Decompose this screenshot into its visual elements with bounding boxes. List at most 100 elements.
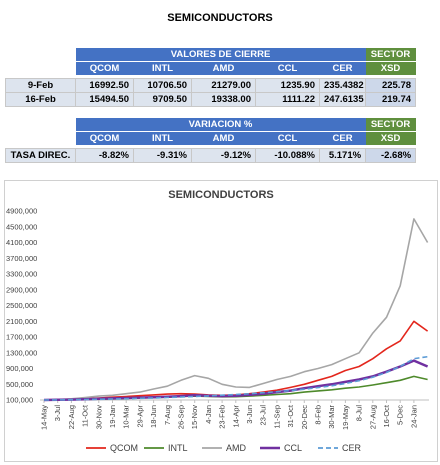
x-tick-label: 22-Aug bbox=[67, 405, 76, 429]
legend-label: AMD bbox=[226, 443, 247, 453]
column-header: INTL bbox=[133, 131, 192, 146]
value-cell: 5.171% bbox=[318, 148, 367, 163]
value-cell: 16992.50 bbox=[75, 78, 134, 93]
x-tick-label: 23-Jul bbox=[259, 405, 268, 426]
column-header: AMD bbox=[191, 131, 256, 146]
column-header: QCOM bbox=[75, 131, 134, 146]
value-cell: -8.82% bbox=[75, 148, 134, 163]
x-tick-label: 8-Feb bbox=[314, 405, 323, 425]
x-tick-label: 26-Sep bbox=[177, 405, 186, 429]
closing-table: VALORES DE CIERRE SECTOR QCOM INTL AMD CCL CER… bbox=[5, 48, 417, 107]
table-row: QCOM INTL AMD CCL CER XSD bbox=[5, 61, 416, 76]
y-tick-label: 2900,000 bbox=[6, 285, 37, 294]
x-tick-label: 20-Dec bbox=[300, 405, 309, 429]
column-header: AMD bbox=[191, 61, 256, 76]
x-tick-label: 18-Jun bbox=[149, 405, 158, 428]
series-line bbox=[43, 359, 429, 402]
column-header: CCL bbox=[255, 131, 320, 146]
value-cell: 19338.00 bbox=[191, 92, 256, 107]
value-cell: -10.088% bbox=[255, 148, 320, 163]
x-tick-label: 11-Sep bbox=[272, 405, 281, 429]
column-header: XSD bbox=[365, 131, 416, 146]
table-row: TASA DIREC. -8.82% -9.31% -9.12% -10.088% 5.1… bbox=[5, 148, 417, 163]
table-row: QCOM INTL AMD CCL CER XSD bbox=[5, 131, 416, 146]
series-line bbox=[43, 218, 429, 401]
x-tick-label: 27-Aug bbox=[368, 405, 377, 429]
column-header: XSD bbox=[365, 61, 416, 76]
y-tick-label: 3700,000 bbox=[6, 254, 37, 263]
column-header: INTL bbox=[133, 61, 192, 76]
x-tick-label: 30-Mar bbox=[327, 405, 336, 429]
table-row: VARIACION % SECTOR bbox=[5, 118, 416, 132]
page-title: SEMICONDUCTORS bbox=[167, 12, 273, 24]
y-tick-label: 2100,000 bbox=[6, 317, 37, 326]
table-row: 16-Feb 15494.50 9709.50 19338.00 1111.22 247.… bbox=[5, 92, 417, 107]
x-tick-label: 16-Oct bbox=[382, 404, 391, 427]
row-label: TASA DIREC. bbox=[5, 148, 76, 163]
y-tick-label: 4900,000 bbox=[6, 207, 37, 216]
y-tick-label: 100,000 bbox=[6, 396, 33, 405]
legend-label: QCOM bbox=[110, 443, 138, 453]
y-tick-label: 500,000 bbox=[6, 380, 33, 389]
sector-header: SECTOR bbox=[365, 48, 416, 62]
x-tick-label: 4-Jan bbox=[204, 405, 213, 424]
value-cell: 235.4382 bbox=[318, 78, 367, 93]
legend-label: CER bbox=[342, 443, 362, 453]
x-tick-label: 19-May bbox=[341, 405, 350, 430]
x-tick-label: 3-Jul bbox=[53, 405, 62, 422]
chart: SEMICONDUCTORS 100,000 500,000 900,000 1300… bbox=[4, 180, 438, 462]
table-row: 9-Feb 16992.50 10706.50 21279.00 1235.90 235.… bbox=[5, 78, 417, 93]
row-label: 9-Feb bbox=[5, 78, 76, 93]
column-header: CER bbox=[319, 61, 366, 76]
value-cell: 225.78 bbox=[365, 78, 417, 93]
x-tick-label: 24-Jan bbox=[409, 405, 418, 428]
x-tick-label: 8-Jul bbox=[355, 405, 364, 422]
x-tick-label: 11-Oct bbox=[81, 404, 90, 427]
x-tick-label: 3-Jun bbox=[245, 405, 254, 424]
series-line bbox=[43, 355, 428, 401]
legend-label: INTL bbox=[168, 443, 188, 453]
legend-label: CCL bbox=[284, 443, 302, 453]
x-tick-label: 14-Apr bbox=[231, 405, 240, 428]
row-label: 16-Feb bbox=[5, 92, 76, 107]
x-tick-label: 19-Jan bbox=[108, 405, 117, 428]
variation-table: VARIACION % SECTOR QCOM INTL AMD CCL CER XSD TAS… bbox=[5, 118, 417, 163]
value-cell: 10706.50 bbox=[133, 78, 192, 93]
group-header: VALORES DE CIERRE bbox=[75, 48, 366, 62]
y-tick-label: 3300,000 bbox=[6, 270, 37, 279]
column-header: QCOM bbox=[75, 61, 134, 76]
x-tick-label: 23-Feb bbox=[218, 405, 227, 429]
y-tick-label: 1300,000 bbox=[6, 348, 37, 357]
value-cell: -2.68% bbox=[365, 148, 417, 163]
column-header: CCL bbox=[255, 61, 320, 76]
x-tick-label: 29-Apr bbox=[135, 405, 144, 428]
value-cell: 219.74 bbox=[365, 92, 417, 107]
value-cell: 1235.90 bbox=[255, 78, 320, 93]
value-cell: 15494.50 bbox=[75, 92, 134, 107]
value-cell: 247.6135 bbox=[318, 92, 367, 107]
value-cell: 9709.50 bbox=[133, 92, 192, 107]
table-row: VALORES DE CIERRE SECTOR bbox=[5, 48, 416, 62]
blank-cell bbox=[5, 118, 76, 132]
x-tick-label: 31-Oct bbox=[286, 404, 295, 427]
x-tick-label: 10-Mar bbox=[122, 405, 131, 429]
x-tick-label: 7-Aug bbox=[163, 405, 172, 425]
x-tick-label: 14-May bbox=[40, 405, 49, 430]
blank-cell bbox=[5, 131, 76, 146]
sector-header: SECTOR bbox=[365, 118, 416, 132]
value-cell: -9.12% bbox=[191, 148, 256, 163]
x-tick-label: 30-Nov bbox=[94, 405, 103, 429]
group-header: VARIACION % bbox=[75, 118, 366, 132]
x-tick-label: 5-Dec bbox=[396, 405, 405, 425]
y-tick-label: 4500,000 bbox=[6, 222, 37, 231]
column-header: CER bbox=[319, 131, 366, 146]
value-cell: -9.31% bbox=[133, 148, 192, 163]
y-tick-label: 900,000 bbox=[6, 364, 33, 373]
value-cell: 21279.00 bbox=[191, 78, 256, 93]
y-tick-label: 2500,000 bbox=[6, 301, 37, 310]
blank-cell bbox=[5, 48, 76, 62]
x-tick-label: 15-Nov bbox=[190, 405, 199, 429]
chart-title: SEMICONDUCTORS bbox=[168, 189, 274, 201]
chart-frame bbox=[4, 180, 438, 462]
